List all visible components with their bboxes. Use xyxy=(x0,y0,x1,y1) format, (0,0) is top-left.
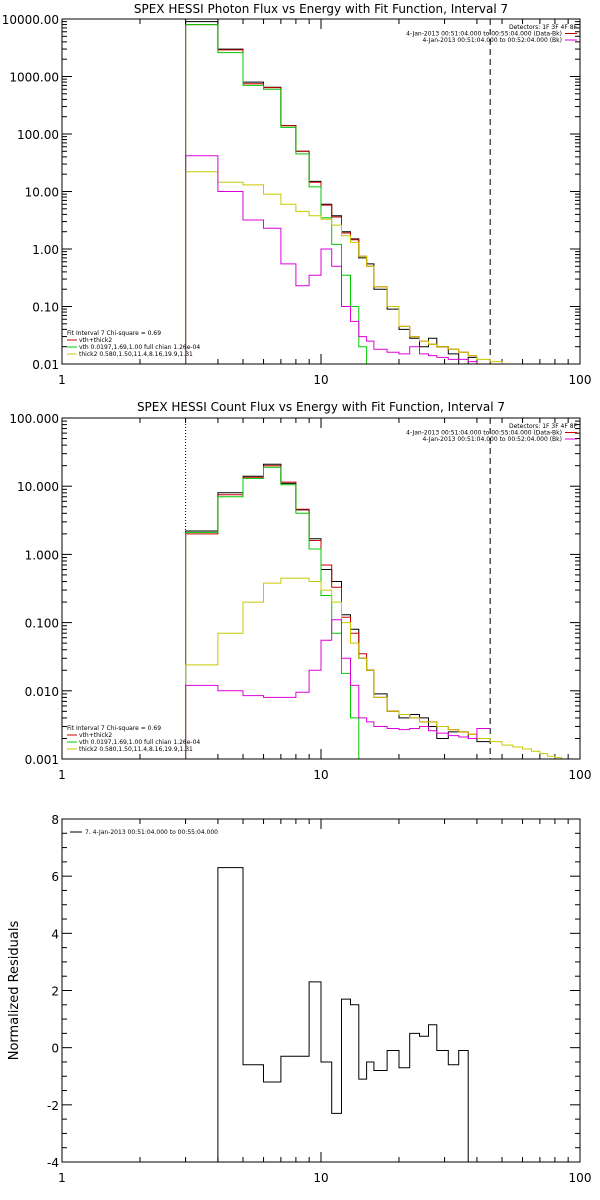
legend-entry: Detectors: 1F 3F 4F 8F xyxy=(509,24,578,31)
series-3 xyxy=(185,171,513,364)
series-3 xyxy=(185,577,580,759)
y-axis-label: Normalized Residuals xyxy=(7,921,22,1061)
plot-frame xyxy=(61,417,581,760)
legend-entry: thick2 0.580,1.50,11.4,8.16,19.9,1.31 xyxy=(79,746,193,753)
legend-entry: 4-Jan-2013 00:51:04.000 to 00:55:04.000 … xyxy=(406,31,562,38)
y-tick-label: 10.00 xyxy=(25,186,59,200)
series-1 xyxy=(185,465,491,759)
series-0 xyxy=(185,463,491,759)
plot-frame xyxy=(61,18,581,365)
photon-flux-panel: SPEX HESSI Photon Flux vs Energy with Fi… xyxy=(2,2,592,387)
series-2 xyxy=(185,466,368,759)
y-tick-label: 0.10 xyxy=(32,301,59,315)
x-tick-label: 100 xyxy=(569,373,592,387)
y-tick-label: 10000.00 xyxy=(2,13,59,27)
series-4 xyxy=(185,619,491,759)
x-tick-label: 100 xyxy=(569,768,592,782)
legend-entry: 4-Jan-2013 00:51:04.000 to 00:55:04.000 … xyxy=(406,430,562,437)
legend-entry: Detectors: 1F 3F 4F 8F xyxy=(509,423,578,430)
y-tick-label: 6 xyxy=(51,870,59,884)
y-tick-label: 1000.00 xyxy=(9,71,59,85)
y-tick-label: 1.00 xyxy=(32,243,59,257)
x-tick-label: 100 xyxy=(569,1171,592,1185)
y-tick-label: 0 xyxy=(51,1042,59,1056)
y-tick-label: 0.010 xyxy=(25,685,59,699)
legend-entry: 4-Jan-2013 00:51:04.000 to 00:52:04.000 … xyxy=(422,436,562,443)
x-tick-label: 10 xyxy=(313,768,328,782)
x-tick-label: 1 xyxy=(58,1171,66,1185)
legend-entry: vth 0.0197,1.69,1.00 full chian 1.26e-04 xyxy=(79,344,200,351)
plot-area xyxy=(185,418,580,759)
plot-area xyxy=(185,19,513,364)
series-4 xyxy=(185,155,491,364)
legend-entry: vth 0.0197,1.69,1.00 full chian 1.26e-04 xyxy=(79,739,200,746)
series-2 xyxy=(185,24,368,364)
x-tick-label: 1 xyxy=(58,768,66,782)
chart-title: SPEX HESSI Count Flux vs Energy with Fit… xyxy=(137,400,505,414)
y-tick-label: 2 xyxy=(51,985,59,999)
legend-entry: vth+thick2 xyxy=(79,337,112,344)
y-tick-label: 100.000 xyxy=(9,412,59,426)
legend-entry: Fit Interval 7 Chi-square = 0.69 xyxy=(67,725,161,732)
series-0 xyxy=(185,21,477,364)
y-tick-label: 10.000 xyxy=(17,480,59,494)
plot-area xyxy=(185,867,469,1162)
legend-entry: thick2 0.580,1.50,11.4,8.16,19.9,1.31 xyxy=(79,351,193,358)
y-tick-label: 4 xyxy=(51,927,59,941)
x-tick-label: 10 xyxy=(313,373,328,387)
legend-entry: vth+thick2 xyxy=(79,732,112,739)
residuals-panel: 1 10 100 -4 -2 0 2 4 6 8 Normalized Residuals 7. 4-… xyxy=(7,813,591,1185)
x-tick-label: 1 xyxy=(58,373,66,387)
legend-entry: 7. 4-Jan-2013 00:51:04.000 to 00:55:04.0… xyxy=(85,829,218,836)
y-tick-label: 100.00 xyxy=(17,128,59,142)
y-tick-label: 0.001 xyxy=(25,753,59,767)
series-0 xyxy=(185,867,469,1162)
series-1 xyxy=(185,24,477,364)
y-tick-label: 1.000 xyxy=(25,548,59,562)
count-flux-panel: SPEX HESSI Count Flux vs Energy with Fit… xyxy=(9,400,591,782)
legend-entry: 4-Jan-2013 00:51:04.000 to 00:52:04.000 … xyxy=(422,37,562,44)
y-tick-label: -2 xyxy=(47,1099,59,1113)
legend-entry: Fit Interval 7 Chi-square = 0.69 xyxy=(67,330,161,337)
y-tick-label: -4 xyxy=(47,1156,59,1170)
y-tick-label: 0.100 xyxy=(25,617,59,631)
plot-frame xyxy=(61,818,581,1163)
chart-title: SPEX HESSI Photon Flux vs Energy with Fi… xyxy=(134,2,508,16)
y-tick-label: 8 xyxy=(51,813,59,827)
x-tick-label: 10 xyxy=(313,1171,328,1185)
y-tick-label: 0.01 xyxy=(32,358,59,372)
